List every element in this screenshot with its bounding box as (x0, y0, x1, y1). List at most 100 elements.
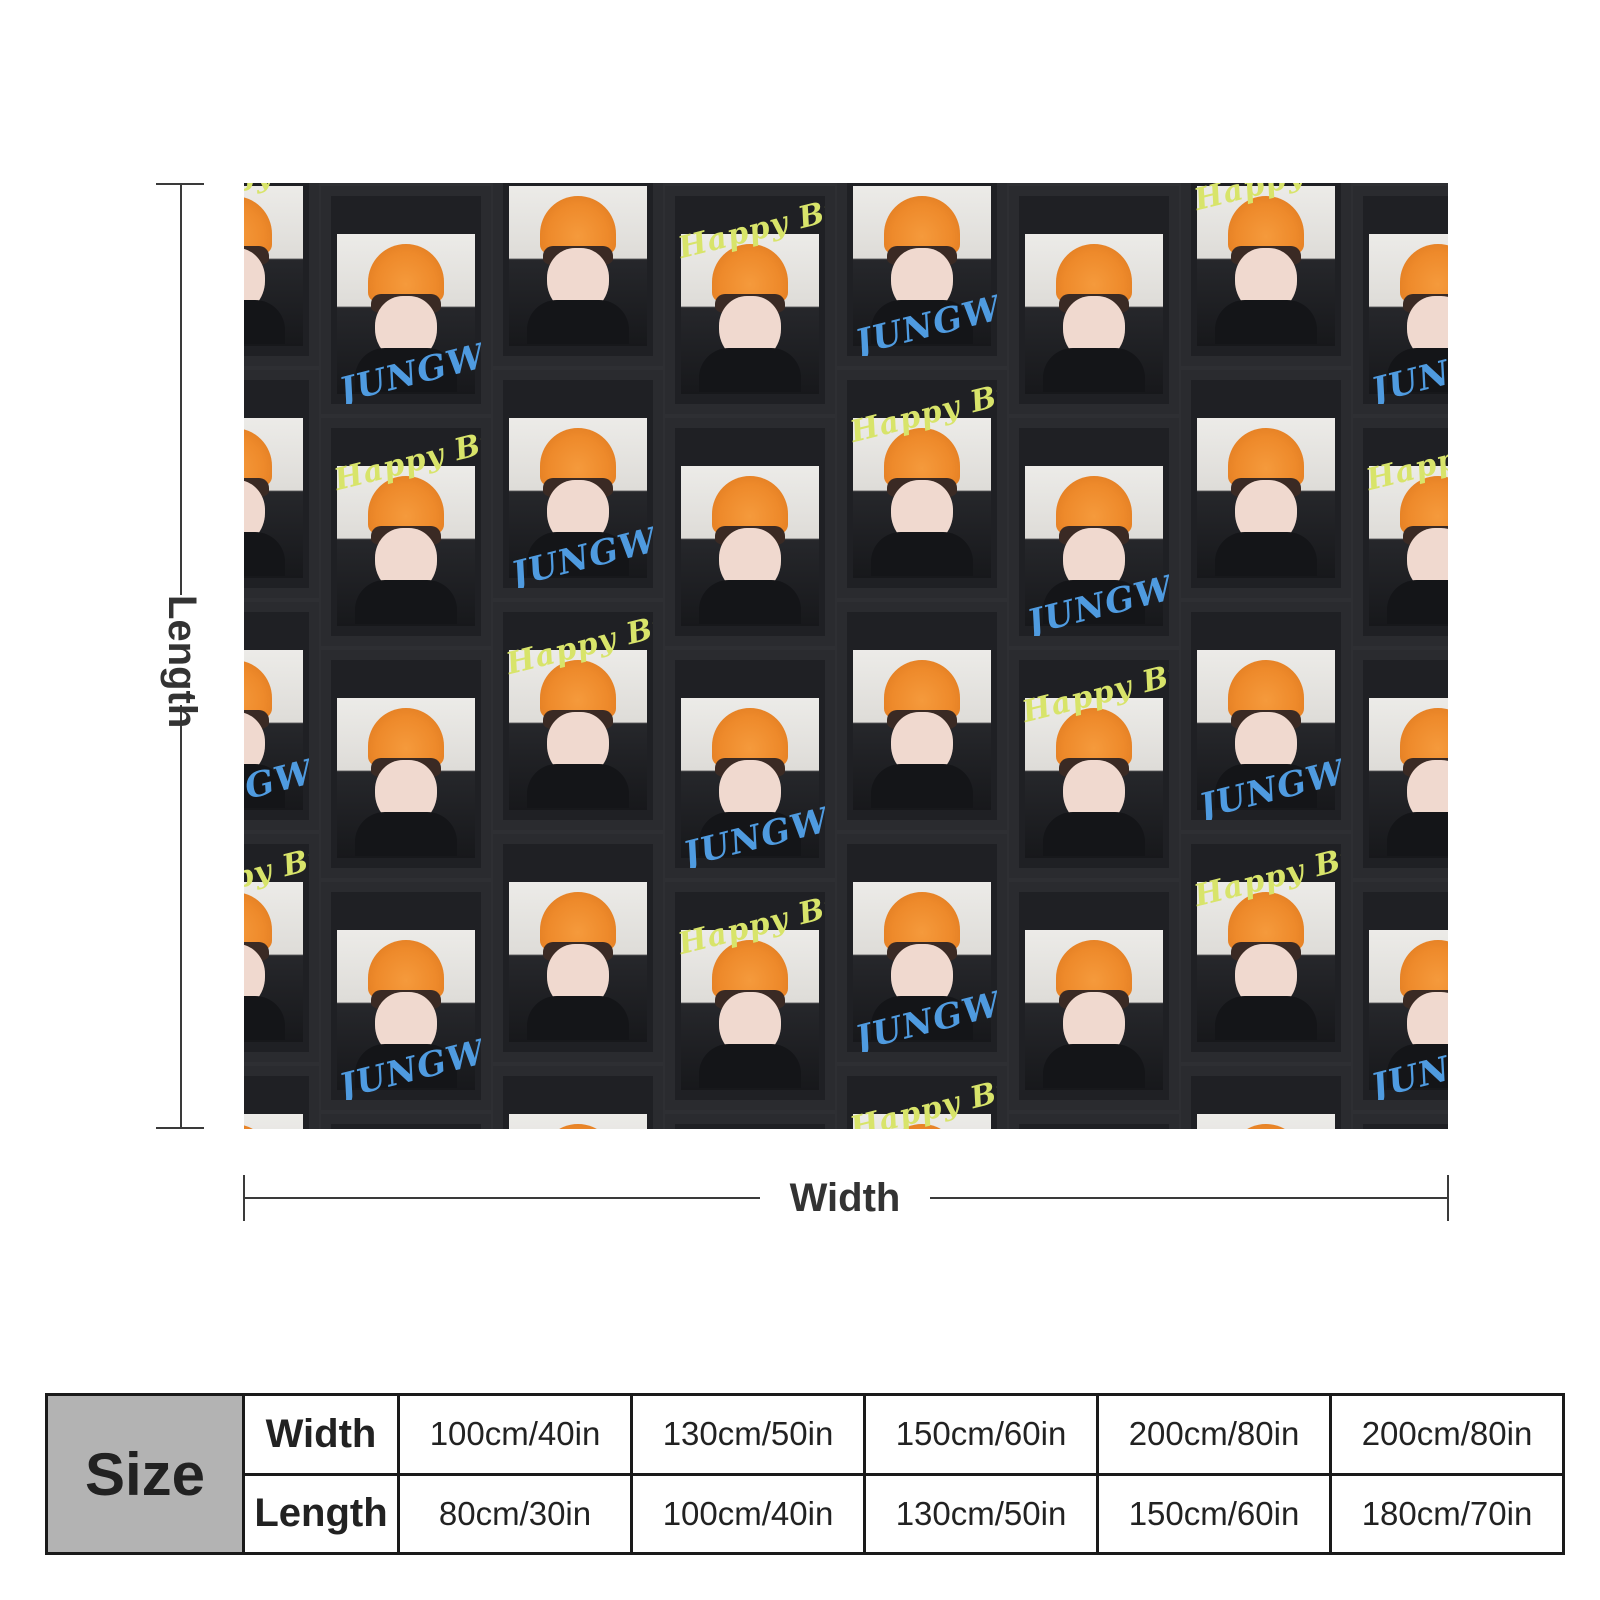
photo-beanie (368, 476, 444, 534)
birthday-script-text: Happy Birthday (1363, 1124, 1448, 1129)
pattern-photo-tile: JUNGWON (837, 834, 1007, 1062)
photo-beanie (1056, 940, 1132, 998)
pattern-photo-tile: Happy Birthday (665, 186, 835, 414)
pattern-photo-tile (1353, 650, 1448, 878)
pattern-photo-tile (1181, 370, 1351, 598)
photo-beanie (368, 244, 444, 302)
photo-hoodie (355, 348, 457, 392)
pattern-photo-tile: JUNGWON (244, 602, 319, 830)
length-cell-2: 100cm/40in (630, 1472, 866, 1555)
width-cell-5: 200cm/80in (1329, 1393, 1565, 1476)
width-cell-1: 100cm/40in (397, 1393, 633, 1476)
size-chart-table: Size Width 100cm/40in 130cm/50in 150cm/6… (45, 1393, 1565, 1555)
photo-hoodie (871, 764, 973, 808)
pattern-photo-tile (493, 183, 663, 366)
pattern-photo-tile (321, 650, 491, 878)
pattern-photo-tile: JUNGWON (493, 370, 663, 598)
width-cell-2: 130cm/50in (630, 1393, 866, 1476)
photo-photo (853, 1114, 991, 1129)
pattern-photo-tile: Happy Birthday (665, 882, 835, 1110)
photo-hoodie (1043, 348, 1145, 392)
photo-hoodie (699, 580, 801, 624)
pattern-photo-tile: Happy Birthday (1009, 650, 1179, 878)
photo-beanie (540, 1124, 616, 1129)
pattern-photo-tile: JUNGWON (665, 650, 835, 878)
pattern-photo-tile: Happy Birthday (321, 1114, 491, 1129)
pattern-photo-tile: JUNGWON (493, 1066, 663, 1129)
pattern-photo-tile: Happy Birthday (244, 834, 319, 1062)
length-cell-3: 130cm/50in (863, 1472, 1099, 1555)
photo-beanie (884, 892, 960, 950)
pattern-photo-tile: Happy Birthday (1353, 418, 1448, 646)
photo-beanie (540, 892, 616, 950)
photo-hoodie (527, 532, 629, 576)
pattern-photo-tile: Happy Birthday (493, 602, 663, 830)
photo-beanie (1228, 892, 1304, 950)
pattern-photo-tile: JUNGWON (837, 183, 1007, 366)
photo-hoodie (1043, 580, 1145, 624)
pattern-photo-tile: Happy Birthday (837, 370, 1007, 598)
photo-beanie (712, 476, 788, 534)
size-row-width: Size Width 100cm/40in 130cm/50in 150cm/6… (45, 1393, 1565, 1555)
pattern-photo-tile: Happy Birthday (321, 418, 491, 646)
photo-beanie (368, 708, 444, 766)
width-dimension-label: Width (760, 1170, 930, 1226)
size-header-cell: Size (45, 1393, 245, 1555)
pattern-photo-tile (493, 834, 663, 1062)
width-dimension-cap-left (243, 1175, 245, 1221)
photo-beanie (540, 196, 616, 254)
photo-hoodie (1387, 580, 1448, 624)
pattern-photo-tile: JUNGWON (1353, 882, 1448, 1110)
photo-hoodie (1043, 812, 1145, 856)
pattern-photo-tile: Happy Birthday (244, 183, 319, 366)
photo-face (244, 248, 265, 314)
pattern-photo-tile: JUNGWON (1181, 602, 1351, 830)
length-dimension-cap-bottom (156, 1127, 204, 1129)
photo-beanie (712, 708, 788, 766)
photo-hoodie (871, 300, 973, 344)
photo-beanie (712, 940, 788, 998)
pattern-photo-tile: JUNGWON (321, 186, 491, 414)
pattern-photo-tile (1009, 186, 1179, 414)
pattern-photo-tile (665, 1114, 835, 1129)
width-dimension-cap-right (1447, 1175, 1449, 1221)
photo-beanie (368, 940, 444, 998)
length-cell-1: 80cm/30in (397, 1472, 633, 1555)
pattern-photo-tile (244, 370, 319, 598)
photo-hoodie (1215, 300, 1317, 344)
photo-hoodie (527, 300, 629, 344)
photo-hoodie (527, 996, 629, 1040)
photo-beanie (1056, 244, 1132, 302)
width-cell-3: 150cm/60in (863, 1393, 1099, 1476)
photo-hoodie (871, 532, 973, 576)
row-label-width: Width (242, 1393, 400, 1476)
photo-hoodie (355, 1044, 457, 1088)
photo-hoodie (1387, 348, 1448, 392)
pattern-photo-tile (244, 1066, 319, 1129)
photo-hoodie (1215, 532, 1317, 576)
photo-beanie (1056, 476, 1132, 534)
photo-hoodie (1387, 1044, 1448, 1088)
length-cell-4: 150cm/60in (1096, 1472, 1332, 1555)
photo-hoodie (1215, 996, 1317, 1040)
pattern-photo-tile: Happy Birthday (837, 1066, 1007, 1129)
photo-beanie (1228, 1124, 1304, 1129)
pattern-photo-tile (837, 602, 1007, 830)
photo-hoodie (355, 812, 457, 856)
photo-beanie (540, 428, 616, 486)
photo-beanie (1228, 196, 1304, 254)
pattern-photo-tile: JUNGWON (321, 882, 491, 1110)
photo-beanie (884, 196, 960, 254)
row-label-length: Length (242, 1472, 400, 1555)
length-dimension-cap-top (156, 183, 204, 185)
photo-hoodie (871, 996, 973, 1040)
photo-hoodie (527, 764, 629, 808)
photo-hoodie (699, 1044, 801, 1088)
photo-hoodie (1043, 1044, 1145, 1088)
pattern-photo-tile: Happy Birthday (1181, 183, 1351, 366)
photo-photo (244, 1114, 303, 1129)
pattern-photo-tile (665, 418, 835, 646)
pattern-photo-tile: JUNGWON (1009, 418, 1179, 646)
photo-beanie (884, 428, 960, 486)
